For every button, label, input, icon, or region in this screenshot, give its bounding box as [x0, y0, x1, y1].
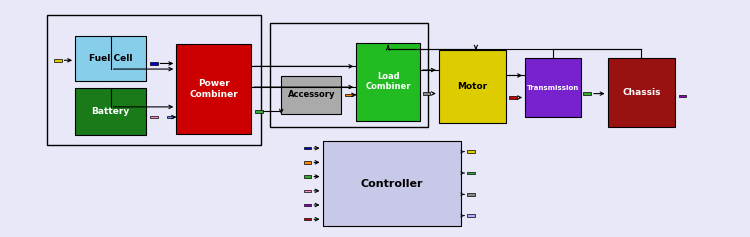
- Bar: [304, 147, 311, 149]
- Bar: [47, 15, 261, 145]
- Bar: [75, 36, 146, 81]
- Bar: [304, 175, 311, 178]
- Bar: [423, 92, 430, 95]
- Text: Power
Combiner: Power Combiner: [189, 79, 238, 99]
- Bar: [467, 214, 475, 217]
- Bar: [150, 116, 158, 118]
- Text: Accessory: Accessory: [287, 90, 335, 99]
- Bar: [304, 204, 311, 206]
- Bar: [584, 92, 591, 95]
- Text: Controller: Controller: [361, 179, 423, 189]
- Bar: [467, 193, 475, 196]
- Bar: [509, 96, 517, 99]
- Bar: [270, 23, 428, 127]
- Bar: [467, 150, 475, 153]
- Bar: [467, 172, 475, 174]
- Bar: [345, 94, 352, 96]
- Bar: [304, 218, 311, 220]
- Bar: [150, 62, 158, 65]
- Bar: [322, 141, 461, 226]
- Bar: [679, 95, 686, 97]
- Text: Chassis: Chassis: [622, 88, 661, 97]
- Bar: [525, 58, 581, 117]
- Text: Battery: Battery: [92, 107, 130, 116]
- Bar: [304, 161, 311, 164]
- Bar: [356, 43, 420, 121]
- Bar: [281, 76, 341, 114]
- Bar: [54, 59, 62, 62]
- Bar: [255, 110, 262, 113]
- Text: Load
Combiner: Load Combiner: [365, 72, 411, 91]
- Bar: [304, 190, 311, 192]
- Bar: [176, 44, 251, 134]
- Text: Fuel Cell: Fuel Cell: [89, 54, 132, 63]
- Bar: [608, 58, 675, 127]
- Text: Transmission: Transmission: [527, 85, 579, 91]
- Text: Motor: Motor: [458, 82, 488, 91]
- Bar: [166, 116, 173, 118]
- Bar: [439, 50, 506, 123]
- Bar: [75, 88, 146, 135]
